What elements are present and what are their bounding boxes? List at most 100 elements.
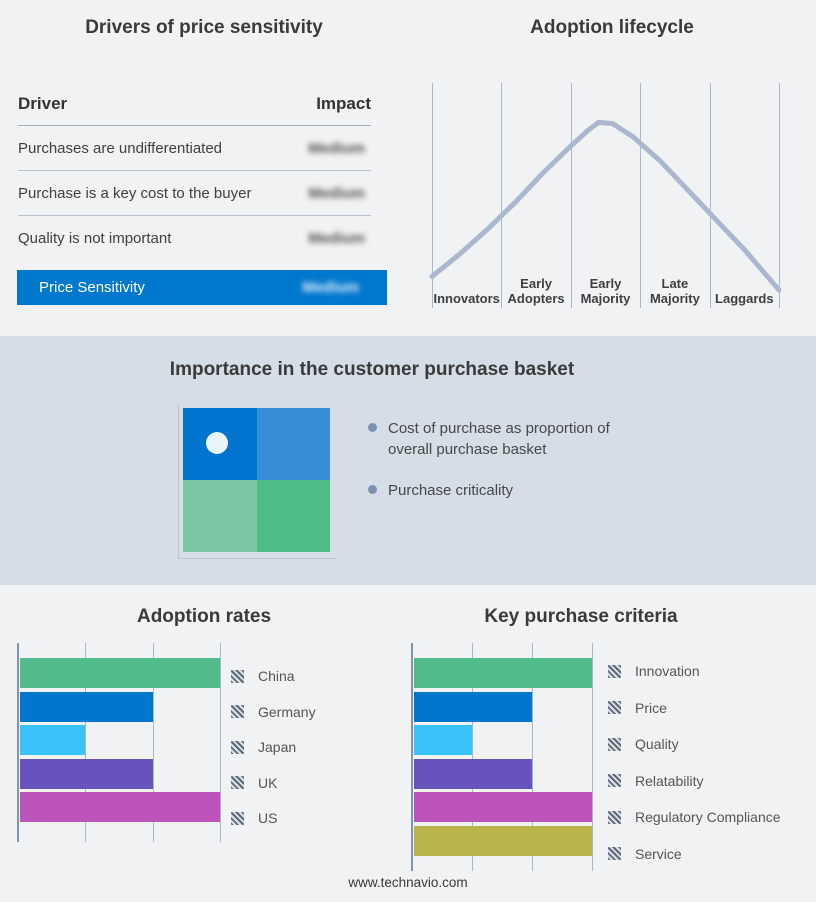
legend-label: Germany — [258, 703, 316, 720]
website-url: www.technavio.com — [348, 875, 468, 890]
legend-label: Service — [635, 845, 682, 862]
quadrant-axis — [178, 405, 336, 559]
bullet-icon — [368, 423, 377, 432]
hatched-swatch-icon — [231, 740, 244, 754]
table-row: Purchases are undifferentiated Medium — [18, 126, 371, 171]
adoption-rates-chart — [17, 643, 221, 842]
basket-title: Importance in the customer purchase bask… — [169, 359, 575, 380]
bar-japan — [20, 725, 86, 756]
legend-item: Quality — [608, 736, 781, 752]
drivers-title: Drivers of price sensitivity — [85, 17, 323, 38]
hatched-swatch-icon — [231, 776, 244, 789]
column-impact: Impact — [316, 94, 371, 113]
stage-label: Early Majority — [580, 276, 631, 306]
driver-cell: Purchase is a key cost to the buyer — [18, 184, 252, 202]
y-axis — [17, 643, 19, 842]
bar-relatability — [414, 758, 533, 789]
legend-label: Quality — [635, 736, 679, 753]
stage-divider-line — [432, 83, 433, 308]
hatched-swatch-icon — [231, 811, 244, 825]
quadrant-cell-bottom-right — [256, 480, 330, 552]
bullet-text: Purchase criticality — [388, 482, 514, 499]
bell-curve — [429, 119, 782, 293]
legend-label: China — [258, 668, 295, 684]
key-purchase-criteria-chart — [411, 643, 593, 871]
stage-label: Innovators — [433, 291, 500, 306]
price-sensitivity-label: Price Sensitivity — [39, 279, 145, 296]
bullet-icon — [368, 485, 377, 494]
gridline — [471, 643, 473, 871]
stage-divider-line — [570, 83, 572, 308]
purchase-basket-band: Importance in the customer purchase bask… — [0, 336, 816, 585]
bar-price — [414, 691, 533, 722]
adoption-rates-title: Adoption rates — [136, 606, 272, 627]
legend-item: Relatability — [608, 773, 781, 789]
stage-label: Late Majority — [649, 276, 700, 306]
impact-cell-blurred: Medium — [302, 279, 359, 296]
stage-divider-line — [709, 83, 711, 308]
price-sensitivity-summary-bar: Price Sensitivity Medium — [17, 270, 387, 305]
hatched-swatch-icon — [608, 774, 621, 788]
hatched-swatch-icon — [608, 701, 621, 715]
stage-label: Early Adopters — [507, 276, 565, 306]
position-marker-dot — [206, 432, 228, 454]
gridline — [220, 643, 221, 842]
legend-label: Innovation — [635, 663, 700, 679]
legend-item: Innovation — [608, 663, 781, 679]
stage-divider-line — [779, 83, 780, 308]
legend-item: Service — [608, 846, 781, 862]
quadrant-cell-top-left — [183, 408, 257, 480]
legend-label: UK — [258, 774, 278, 791]
impact-cell-blurred: Medium — [308, 184, 365, 202]
adoption-rates-legend: China Germany Japan UK US — [231, 668, 316, 846]
adoption-lifecycle-chart: Innovators Early Adopters Early Majority La… — [429, 83, 782, 308]
lifecycle-title: Adoption lifecycle — [530, 17, 694, 38]
quadrant-cell-top-right — [256, 408, 330, 480]
drivers-table-header: Driver Impact — [18, 94, 371, 126]
bullet-text: Cost of purchase as proportion of overal… — [388, 420, 610, 458]
legend-item: Regulatory Compliance — [608, 809, 781, 825]
legend-label: Relatability — [635, 772, 704, 789]
bar-china — [20, 658, 220, 688]
legend-item: UK — [231, 775, 316, 791]
bar-quality — [414, 725, 472, 756]
table-row: Quality is not important Medium — [18, 216, 371, 260]
legend-label: US — [258, 810, 278, 826]
hatched-swatch-icon — [231, 705, 244, 718]
driver-cell: Purchases are undifferentiated — [18, 139, 223, 157]
legend-item: Price — [608, 700, 781, 716]
gridline — [85, 643, 87, 842]
y-axis — [411, 643, 413, 871]
hatched-swatch-icon — [608, 664, 621, 678]
bar-germany — [20, 691, 153, 722]
stage-divider-line — [501, 83, 503, 308]
list-item: Cost of purchase as proportion of overal… — [368, 418, 620, 460]
bar-innovation — [414, 658, 592, 688]
key-purchase-criteria-title: Key purchase criteria — [484, 606, 678, 627]
gridline — [532, 643, 534, 871]
drivers-table: Driver Impact Purchases are undifferenti… — [18, 94, 371, 260]
bar-service — [414, 826, 592, 856]
quadrant-cell-bottom-left — [183, 480, 257, 552]
stage-label: Laggards — [715, 291, 774, 306]
hatched-swatch-icon — [608, 847, 621, 861]
hatched-swatch-icon — [608, 810, 621, 824]
bar-us — [20, 792, 220, 823]
gridline — [152, 643, 154, 842]
bar-regulatory-compliance — [414, 792, 592, 823]
impact-cell-blurred: Medium — [308, 229, 365, 247]
driver-cell: Quality is not important — [18, 229, 172, 247]
hatched-swatch-icon — [231, 669, 244, 683]
legend-label: Regulatory Compliance — [635, 809, 781, 826]
quadrant-matrix — [183, 408, 330, 552]
legend-item: Germany — [231, 704, 316, 720]
key-purchase-criteria-legend: Innovation Price Quality Relatability Regula… — [608, 663, 781, 883]
gridline — [592, 643, 593, 871]
list-item: Purchase criticality — [368, 480, 620, 501]
legend-item: US — [231, 810, 316, 826]
table-row: Purchase is a key cost to the buyer Medi… — [18, 171, 371, 216]
bar-uk — [20, 758, 153, 789]
stage-divider-line — [640, 83, 642, 308]
legend-label: Price — [635, 699, 667, 716]
